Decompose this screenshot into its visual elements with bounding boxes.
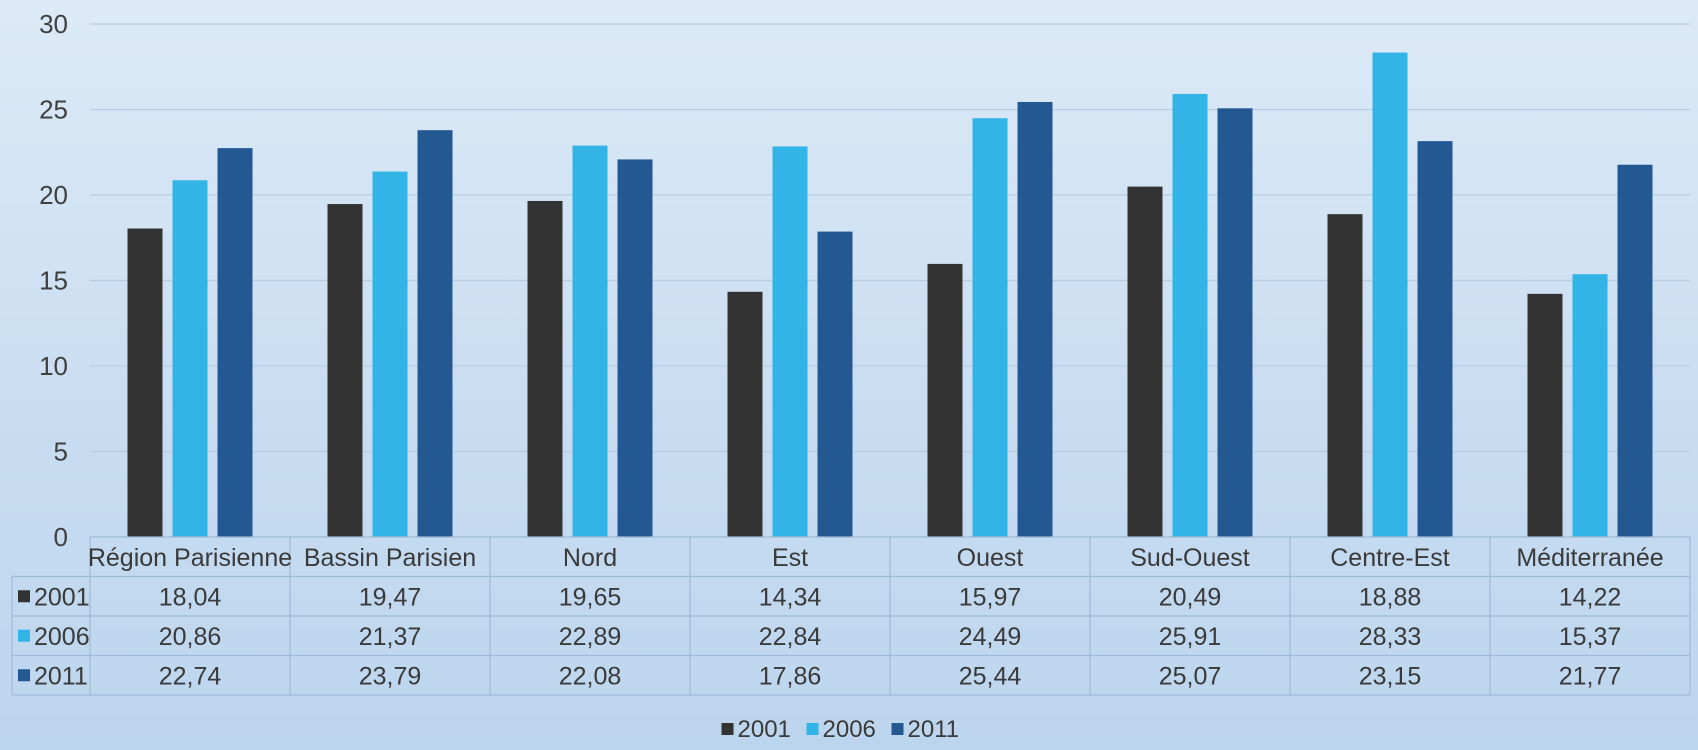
bar-2001 [1527, 293, 1563, 537]
x-category-label: Sud-Ouest [1130, 544, 1250, 572]
data-value-label: 18,04 [159, 583, 222, 611]
x-category-label: Région Parisienne [88, 544, 292, 572]
bar-2011 [1417, 141, 1453, 537]
data-value-label: 21,37 [359, 623, 422, 651]
bar-2011 [817, 231, 853, 537]
data-value-label: 23,15 [1359, 662, 1422, 690]
bar-2011 [1017, 101, 1053, 537]
bar-2011 [617, 159, 653, 537]
legend-label: 2011 [908, 716, 960, 743]
legend-key-2001 [721, 723, 734, 735]
bar-2011 [1217, 108, 1253, 537]
y-tick-label: 25 [39, 95, 68, 125]
bar-2001 [1327, 214, 1363, 538]
legend-key-2006 [806, 723, 819, 735]
data-value-label: 24,49 [959, 623, 1022, 651]
table-series-label: 2011 [34, 662, 88, 690]
data-value-label: 19,47 [359, 583, 422, 611]
data-value-label: 20,86 [159, 623, 222, 651]
bar-2001 [127, 228, 163, 538]
legend-label: 2006 [823, 716, 876, 743]
bar-2006 [172, 180, 208, 537]
legend-key-2011 [891, 723, 904, 735]
bars [127, 52, 1653, 538]
y-tick-label: 20 [39, 180, 68, 210]
data-value-label: 25,91 [1159, 623, 1222, 651]
data-value-label: 14,34 [759, 583, 822, 611]
bar-2011 [217, 148, 253, 537]
bar-2011 [417, 130, 453, 538]
x-category-label: Bassin Parisien [304, 544, 476, 572]
bar-2001 [927, 263, 963, 537]
data-value-label: 15,97 [959, 583, 1022, 611]
data-value-label: 28,33 [1359, 623, 1422, 651]
y-tick-label: 15 [39, 266, 68, 296]
data-value-label: 18,88 [1359, 583, 1422, 611]
table-legend-key-2011 [18, 669, 30, 682]
bar-2006 [572, 145, 608, 537]
bar-2006 [772, 146, 808, 537]
table-series-label: 2001 [34, 583, 90, 611]
x-category-label: Ouest [957, 544, 1024, 572]
table-series-label: 2006 [34, 623, 90, 651]
bar-2006 [1572, 274, 1608, 537]
bar-2001 [1127, 186, 1163, 537]
data-value-label: 22,89 [559, 623, 622, 651]
legend-label: 2001 [738, 716, 791, 743]
x-category-label: Centre-Est [1330, 544, 1450, 572]
data-table: Région Parisienne Bassin Parisien Nord Est O… [11, 536, 1691, 696]
table-legend-key-2001 [18, 590, 30, 603]
bar-2011 [1617, 164, 1653, 537]
legend: 2001 2006 2011 [721, 716, 960, 743]
bar-2006 [372, 171, 408, 537]
bar-2006 [972, 118, 1008, 537]
bar-2001 [527, 200, 563, 538]
x-category-label: Nord [563, 544, 617, 572]
y-tick-label: 0 [54, 522, 68, 552]
x-category-label: Est [772, 544, 808, 572]
data-value-label: 23,79 [359, 662, 422, 690]
y-tick-label: 5 [54, 437, 68, 467]
data-value-label: 15,37 [1559, 623, 1622, 651]
data-value-label: 20,49 [1159, 583, 1222, 611]
data-value-label: 17,86 [759, 662, 822, 690]
x-category-label: Méditerranée [1516, 544, 1663, 572]
bar-2006 [1172, 93, 1208, 538]
data-value-label: 22,84 [759, 623, 822, 651]
y-tick-label: 10 [39, 351, 68, 381]
y-tick-label: 30 [39, 9, 68, 39]
data-value-label: 25,07 [1159, 662, 1222, 690]
table-legend-key-2006 [18, 629, 30, 642]
bar-2006 [1372, 52, 1408, 537]
data-value-label: 21,77 [1559, 662, 1622, 690]
data-value-label: 19,65 [559, 583, 622, 611]
y-axis-ticks: 0 5 10 15 20 25 30 [39, 9, 68, 552]
data-value-label: 14,22 [1559, 583, 1622, 611]
data-value-label: 22,08 [559, 662, 622, 690]
data-value-label: 25,44 [959, 662, 1022, 690]
bar-2001 [327, 204, 363, 538]
data-value-label: 22,74 [159, 662, 222, 690]
bar-2001 [727, 291, 763, 537]
